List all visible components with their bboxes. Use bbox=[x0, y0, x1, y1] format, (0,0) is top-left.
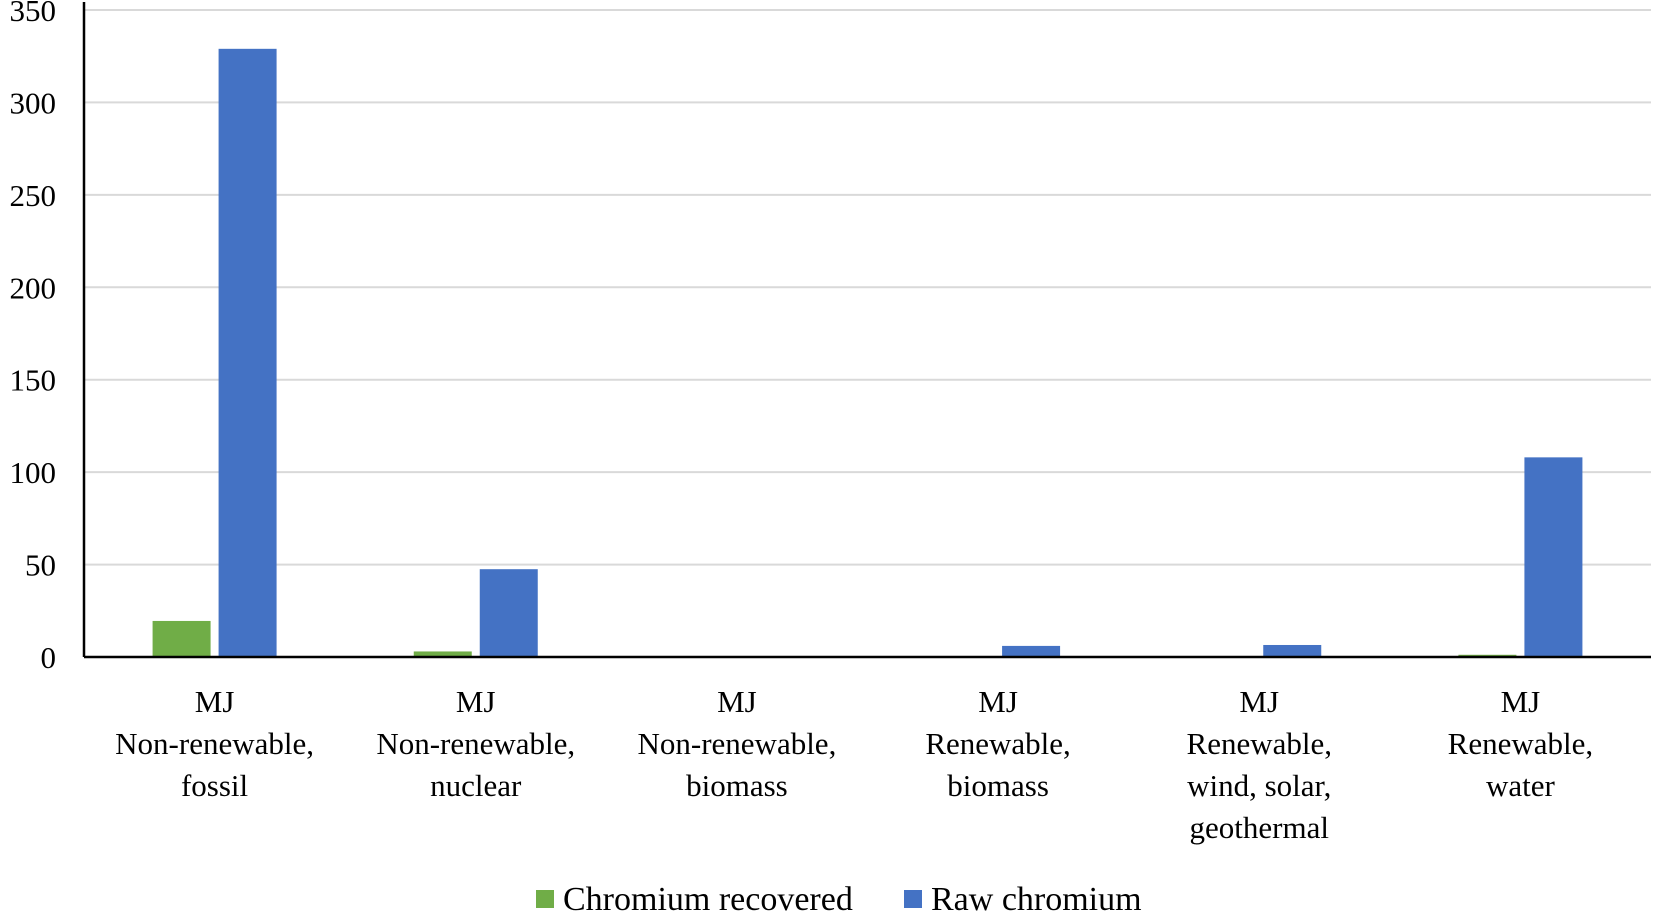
category-label: MJ Non-renewable, nuclear bbox=[376, 684, 575, 803]
category-label: MJ Renewable, water bbox=[1448, 684, 1593, 803]
category-label: MJ Non-renewable, biomass bbox=[638, 684, 837, 803]
y-tick-label: 100 bbox=[10, 455, 57, 490]
y-tick-labels: 0 50 100 150 200 250 300 350 bbox=[10, 0, 57, 675]
legend: Chromium recovered Raw chromium bbox=[536, 881, 1142, 918]
gridlines bbox=[84, 9, 1651, 566]
bar-chromium-recovered bbox=[413, 651, 472, 657]
legend-label: Chromium recovered bbox=[563, 881, 853, 918]
y-tick-label: 350 bbox=[10, 0, 57, 28]
y-tick-label: 200 bbox=[10, 270, 57, 305]
legend-swatch bbox=[536, 890, 554, 908]
bar-raw-chromium bbox=[479, 569, 538, 657]
legend-label: Raw chromium bbox=[931, 881, 1142, 918]
category-label: MJ Renewable, biomass bbox=[925, 684, 1070, 803]
axes bbox=[82, 2, 1651, 659]
category-labels: MJ Non-renewable, fossil MJ Non-renewable, nu… bbox=[115, 684, 1593, 845]
y-tick-label: 0 bbox=[41, 640, 57, 675]
bars bbox=[152, 48, 1583, 657]
legend-swatch bbox=[904, 890, 922, 908]
bar-raw-chromium bbox=[218, 48, 277, 657]
bar-raw-chromium bbox=[1002, 645, 1061, 657]
y-tick-label: 300 bbox=[10, 85, 57, 120]
y-tick-label: 50 bbox=[25, 548, 56, 583]
bar-chromium-recovered bbox=[152, 620, 211, 657]
y-tick-label: 250 bbox=[10, 178, 57, 213]
bar-raw-chromium bbox=[1524, 457, 1583, 657]
bar-raw-chromium bbox=[1263, 644, 1322, 657]
y-tick-label: 150 bbox=[10, 363, 57, 398]
category-label: MJ Renewable, wind, solar, geothermal bbox=[1187, 684, 1332, 845]
category-label: MJ Non-renewable, fossil bbox=[115, 684, 314, 803]
